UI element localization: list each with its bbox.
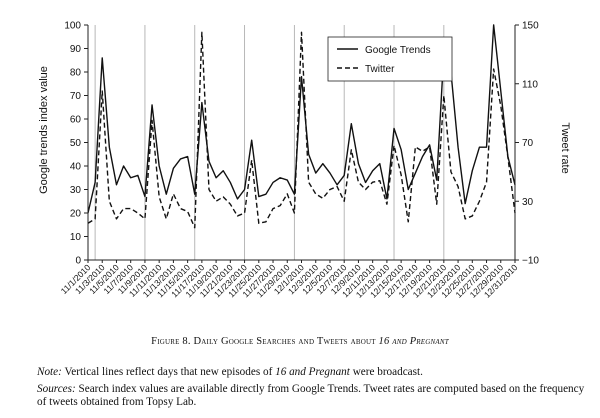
figure-sources: Sources: Search index values are availab… (37, 383, 593, 409)
y2-axis-label: Tweet rate (559, 122, 571, 173)
sources-text: Search index values are available direct… (37, 383, 585, 408)
y-tick-label: 10 (70, 232, 82, 243)
y-tick-label: 50 (70, 138, 82, 149)
caption-prefix: Figure 8. Daily Google Searches and Twee… (151, 336, 376, 347)
legend: Google Trends Twitter (327, 36, 453, 82)
y2-tick-label: 70 (522, 138, 534, 149)
y2-tick-label: 30 (522, 197, 534, 208)
note-label: Note: (37, 366, 62, 378)
y2-tick-label: 150 (522, 21, 539, 32)
legend-label-twitter: Twitter (365, 64, 395, 75)
legend-box (327, 36, 453, 82)
y-tick-label: 70 (70, 91, 82, 102)
tick-labels: 0102030405060708090100−10307011015011/1/… (59, 21, 540, 300)
y-tick-label: 0 (75, 256, 81, 267)
chart: 0102030405060708090100−10307011015011/1/… (38, 21, 571, 300)
y-tick-label: 90 (70, 44, 82, 55)
y-tick-label: 20 (70, 209, 82, 220)
y2-tick-label: −10 (522, 256, 539, 267)
note-title: 16 and Pregnant (275, 366, 350, 378)
y-tick-label: 80 (70, 68, 82, 79)
caption-title: 16 and Pregnant (378, 336, 449, 347)
series-line-twitter (87, 31, 516, 229)
note-text-2: were broadcast. (352, 366, 423, 378)
y-tick-label: 30 (70, 185, 82, 196)
y-axis-label: Google trends index value (38, 66, 50, 194)
note-text-1: Vertical lines reflect days that new epi… (64, 366, 273, 378)
sources-label: Sources: (37, 383, 76, 395)
legend-label-google: Google Trends (365, 45, 431, 56)
y-tick-label: 60 (70, 115, 82, 126)
y-tick-label: 100 (64, 21, 81, 32)
y2-tick-label: 110 (522, 79, 538, 90)
figure-note: Note: Vertical lines reflect days that n… (37, 366, 593, 379)
y-tick-label: 40 (70, 162, 82, 173)
figure-caption: Figure 8. Daily Google Searches and Twee… (0, 336, 600, 347)
